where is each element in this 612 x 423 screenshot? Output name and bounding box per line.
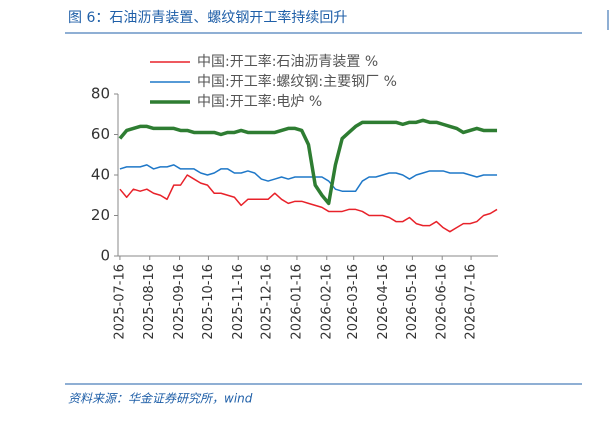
source: 资料来源：华金证券研究所，wind — [68, 392, 253, 406]
series-line — [119, 164, 498, 192]
y-tick-label: 60 — [91, 125, 110, 143]
legend-label: 中国:开工率:电炉 % — [197, 93, 322, 110]
plot: 0 20 40 60 80 2025-07-16 2025-08-16 2025-09-16 2… — [91, 53, 498, 340]
legend-label: 中国:开工率:石油沥青装置 % — [197, 53, 378, 70]
x-tick-label: 2026-06-16 — [435, 264, 450, 340]
x-tick-label: 2026-02-16 — [319, 264, 334, 340]
x-tick-label: 2026-03-16 — [346, 264, 361, 340]
x-tick-label: 2025-08-16 — [142, 264, 157, 340]
x-tick-label: 2025-11-16 — [231, 264, 246, 340]
y-tick-label: 20 — [91, 206, 110, 224]
series-line — [119, 174, 498, 233]
x-tick-label: 2026-01-16 — [289, 264, 304, 340]
x-tick-label: 2025-12-16 — [260, 264, 275, 340]
x-tick-label: 2025-10-16 — [201, 264, 216, 340]
y-tick-label: 40 — [91, 166, 110, 184]
x-tick-label: 2026-04-16 — [376, 264, 391, 340]
x-tick-label: 2026-07-16 — [464, 264, 479, 340]
x-tick-label: 2025-07-16 — [112, 264, 127, 340]
series-line — [118, 118, 498, 206]
y-tick-label: 0 — [100, 247, 110, 265]
x-tick-label: 2025-09-16 — [172, 264, 187, 340]
legend-label: 中国:开工率:螺纹钢:主要钢厂 % — [197, 73, 397, 90]
y-tick-label: 80 — [91, 85, 110, 103]
x-tick-label: 2026-05-16 — [405, 264, 420, 340]
figure-title: 图 6：石油沥青装置、螺纹钢开工率持续回升 — [68, 9, 347, 26]
